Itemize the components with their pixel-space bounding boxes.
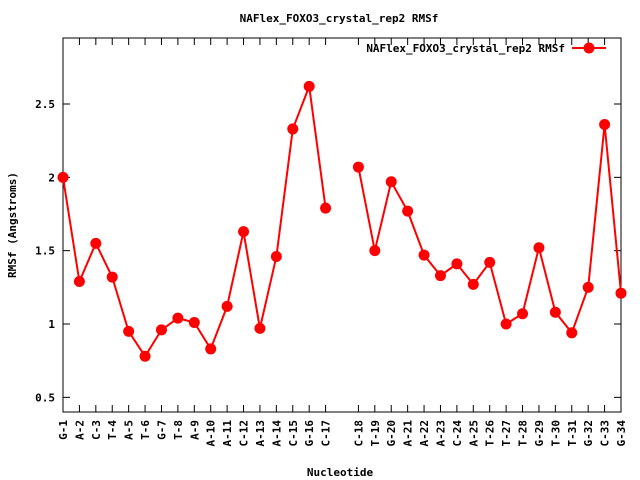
data-point [287,123,299,135]
series-line [62,86,327,359]
x-tick-label: T-6 [139,420,152,440]
x-tick-label: T-8 [172,420,185,440]
data-point [188,317,200,329]
x-tick-label: T-26 [484,420,497,447]
data-point [599,119,611,131]
x-tick-label: G-16 [303,420,316,447]
legend-marker [583,42,595,54]
x-tick-label: C-18 [352,420,365,447]
x-tick-label: T-4 [106,420,119,440]
y-tick-label: 2.5 [35,98,55,111]
x-tick-label: G-7 [155,420,168,440]
data-point [533,242,545,254]
x-tick-label: C-15 [287,420,300,447]
legend: NAFlex_FOXO3_crystal_rep2 RMSf [366,42,606,55]
y-tick-label: 0.5 [35,391,55,404]
legend-label: NAFlex_FOXO3_crystal_rep2 RMSf [366,42,565,55]
data-point [205,343,217,355]
data-point [582,281,594,293]
data-point [467,278,479,290]
data-point [451,258,463,270]
data-point [484,256,496,268]
data-point [90,237,102,249]
x-tick-label: G-29 [533,420,546,447]
x-tick-label: A-2 [73,420,86,440]
x-tick-label: A-10 [205,420,218,447]
data-point [254,322,266,334]
data-point [385,176,397,188]
x-tick-label: A-13 [254,420,267,447]
series-line [357,124,622,335]
x-tick-label: A-25 [467,420,480,447]
data-point [172,312,184,324]
plot-frame [62,37,622,413]
data-point [57,171,69,183]
data-point [402,205,414,217]
x-tick-label: A-22 [418,420,431,447]
data-point [418,249,430,261]
y-tick-label: 1 [48,318,55,331]
x-tick-label: G-1 [57,420,70,440]
x-tick-label: C-12 [238,420,251,447]
x-tick-label: A-5 [123,420,136,440]
x-tick-label: G-32 [582,420,595,447]
x-axis-label: Nucleotide [307,466,374,479]
data-point [615,287,627,299]
y-tick-label: 1.5 [35,245,55,258]
data-point [221,300,233,312]
x-axis: G-1 A-2 C-3 T-4 A-5 T-6 G-7 T-8 A-9 A-10 A-11 C-12 A… [57,38,628,447]
x-tick-label: T-31 [566,420,579,447]
data-series [57,80,627,362]
data-point [106,271,118,283]
x-tick-label: A-23 [434,420,447,447]
x-tick-label: T-19 [369,420,382,447]
y-axis: 0.5 1 1.5 2 2.5 [35,98,621,404]
data-point [139,350,151,362]
data-point [73,275,85,287]
x-tick-label: C-24 [451,420,464,447]
data-point [566,327,578,339]
x-tick-label: A-9 [188,420,201,440]
x-tick-label: C-3 [90,420,103,440]
x-tick-label: C-17 [320,420,333,447]
x-tick-label: T-30 [549,420,562,447]
x-tick-label: C-33 [599,420,612,447]
x-tick-label: G-34 [615,420,628,447]
data-point [320,202,332,214]
data-point [434,270,446,282]
data-point [303,80,315,92]
data-point [123,325,135,337]
chart-title: NAFlex_FOXO3_crystal_rep2 RMSf [240,12,439,25]
data-point [238,226,250,238]
y-axis-label: RMSf (Angstroms) [6,172,19,278]
x-tick-label: G-20 [385,420,398,447]
x-tick-label: T-27 [500,420,513,447]
data-point [549,306,561,318]
data-point [500,318,512,330]
y-tick-label: 2 [48,171,55,184]
x-tick-label: T-28 [517,420,530,447]
data-point [517,308,529,320]
data-point [155,324,167,336]
x-tick-label: A-21 [402,420,415,447]
data-point [369,245,381,257]
data-point [270,251,282,263]
data-point [352,161,364,173]
x-tick-label: A-14 [270,420,283,447]
x-tick-label: A-11 [221,420,234,447]
